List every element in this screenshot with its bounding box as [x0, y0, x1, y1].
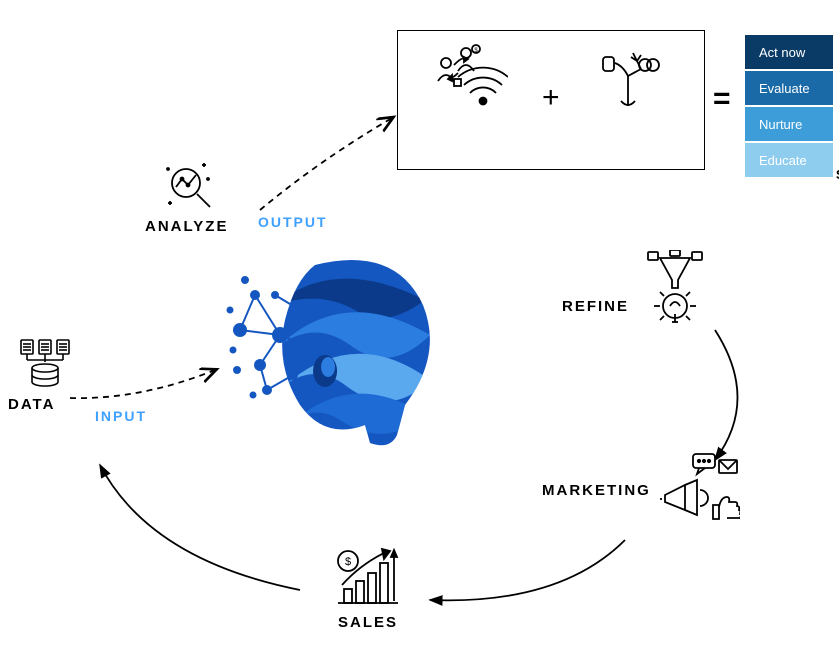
data-icon — [16, 338, 76, 390]
plus-sign: + — [542, 81, 560, 115]
output-box: $ BUYING SIGNALS + FIT — [397, 30, 705, 170]
analyze-icon — [160, 153, 220, 213]
data-label: DATA — [8, 396, 55, 413]
tier-act-now: Act now — [745, 35, 833, 69]
svg-text:$: $ — [345, 556, 351, 568]
marketing-label: MARKETING — [542, 482, 651, 499]
sales-icon: $ — [330, 545, 405, 610]
refine-label: REFINE — [562, 298, 629, 315]
analyze-label: ANALYZE — [145, 218, 228, 235]
tier-educate: Educate — [745, 143, 833, 177]
tier-nurture: Nurture — [745, 107, 833, 141]
tier-evaluate: Evaluate — [745, 71, 833, 105]
fit-scoring-icon — [593, 51, 663, 113]
buying-signals-icon: $ — [428, 43, 508, 113]
output-label: OUTPUT — [258, 214, 328, 230]
refine-icon — [640, 250, 710, 330]
input-label: INPUT — [95, 408, 147, 424]
ai-head-icon — [225, 235, 465, 475]
sales-label: SALES — [338, 614, 398, 631]
equals-sign: = — [713, 82, 729, 116]
marketing-icon — [655, 450, 740, 525]
